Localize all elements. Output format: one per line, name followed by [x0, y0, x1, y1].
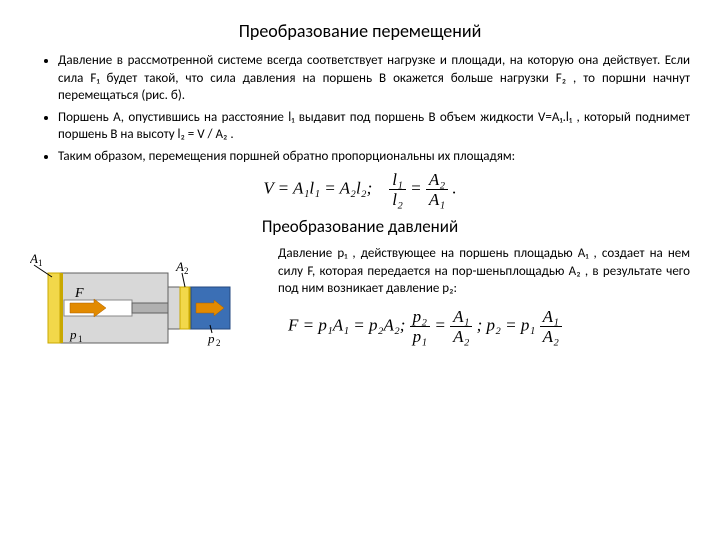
title-1: Преобразование перемещений: [30, 20, 690, 42]
svg-text:2: 2: [184, 266, 189, 276]
frac-p2-p1: p₂ p₁: [410, 308, 430, 345]
frac-num: A₁: [540, 308, 562, 327]
svg-text:1: 1: [78, 334, 83, 344]
frac-den: p₁: [410, 327, 430, 345]
frac-num: p₂: [410, 308, 430, 327]
svg-text:p: p: [69, 327, 77, 342]
formula-lhs: V = A₁l₁ = A₂l₂;: [263, 179, 372, 198]
title-2: Преобразование давлений: [30, 216, 690, 237]
bullet-item: Поршень А, опустившись на расстояние l₁ …: [58, 109, 690, 144]
formula-pressure: F = p₁A₁ = p₂A₂; p₂ p₁ = A₁ A₂ ; p₂ = p₁…: [278, 308, 690, 345]
frac-den: l₂: [389, 190, 406, 208]
formula-end: .: [452, 179, 456, 198]
frac-a1-a2-b: A₁ A₂: [540, 308, 562, 345]
frac-num: A₂: [426, 171, 448, 190]
section-pressure: A 1 A 2 F p 1 p 2 Давление p₁ , действую…: [30, 245, 690, 379]
frac-den: A₁: [426, 190, 448, 208]
bullet-list-1: Давление в рассмотренной системе всегда …: [30, 52, 690, 165]
frac-a1-a2: A₁ A₂: [450, 308, 472, 345]
eq: =: [434, 315, 450, 334]
svg-text:F: F: [74, 286, 84, 301]
frac-a2-a1: A₂ A₁: [426, 171, 448, 208]
bullet-item: Таким образом, перемещения поршней обрат…: [58, 148, 690, 166]
svg-text:2: 2: [216, 338, 221, 348]
bullet-item: Давление в рассмотренной системе всегда …: [58, 52, 690, 105]
frac-num: l₁: [389, 171, 406, 190]
pressure-paragraph: Давление p₁ , действующее на поршень пло…: [278, 245, 690, 298]
eq: =: [410, 179, 426, 198]
svg-text:A: A: [30, 251, 38, 266]
frac-l1-l2: l₁ l₂: [389, 171, 406, 208]
piston-diagram: A 1 A 2 F p 1 p 2: [30, 245, 260, 379]
svg-text:1: 1: [38, 258, 43, 268]
pressure-paragraph-block: Давление p₁ , действующее на поршень пло…: [278, 245, 690, 345]
svg-text:A: A: [175, 259, 184, 274]
formula-lhs: F = p₁A₁ = p₂A₂;: [288, 315, 410, 334]
svg-text:p: p: [207, 331, 215, 346]
frac-den: A₂: [450, 327, 472, 345]
frac-num: A₁: [450, 308, 472, 327]
formula-displacement: V = A₁l₁ = A₂l₂; l₁ l₂ = A₂ A₁ .: [30, 171, 690, 208]
frac-den: A₂: [540, 327, 562, 345]
formula-mid: ; p₂ = p₁: [477, 315, 536, 334]
